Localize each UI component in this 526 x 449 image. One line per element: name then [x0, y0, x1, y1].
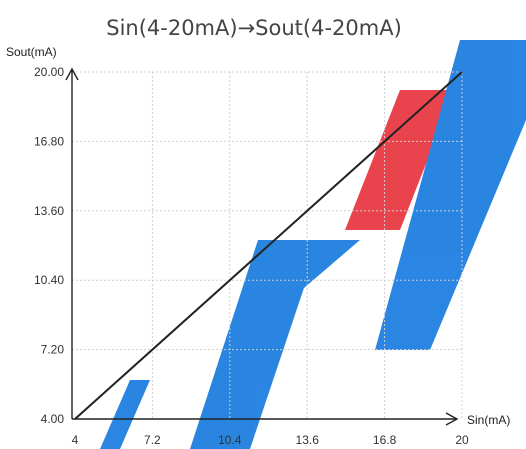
tick-labels: 4 7.2 10.4 13.6 16.8 20 4.00 7.20 10.40 13.60 16.8…: [34, 65, 469, 447]
y-tick-label: 7.20: [41, 343, 65, 357]
x-tick-label: 10.4: [218, 433, 242, 447]
y-tick-label: 13.60: [34, 204, 64, 218]
y-tick-label: 16.80: [34, 134, 64, 148]
x-tick-label: 20: [455, 433, 469, 447]
x-tick-label: 7.2: [144, 433, 161, 447]
x-tick-label: 4: [72, 433, 79, 447]
y-tick-label: 4.00: [41, 412, 65, 426]
y-axis-arrow: [65, 67, 79, 81]
watermark-logo: [100, 40, 526, 449]
axes: [65, 67, 459, 426]
x-tick-label: 13.6: [296, 433, 320, 447]
watermark-stroke-3: [345, 90, 455, 230]
y-tick-label: 20.00: [34, 65, 64, 79]
series-line-0: [74, 71, 463, 420]
x-axis-arrow: [445, 412, 459, 426]
watermark-stroke-2: [258, 240, 360, 300]
chart-title: Sin(4-20mA)→Sout(4-20mA): [106, 16, 402, 40]
x-tick-label: 16.8: [373, 433, 397, 447]
y-tick-label: 10.40: [34, 273, 64, 287]
x-axis-label: Sin(mA): [467, 413, 510, 427]
watermark-stroke-5: [100, 380, 150, 449]
grid: [72, 71, 463, 419]
y-axis-label: Sout(mA): [6, 45, 57, 59]
series: [74, 71, 463, 420]
watermark-stroke-4: [375, 40, 526, 350]
